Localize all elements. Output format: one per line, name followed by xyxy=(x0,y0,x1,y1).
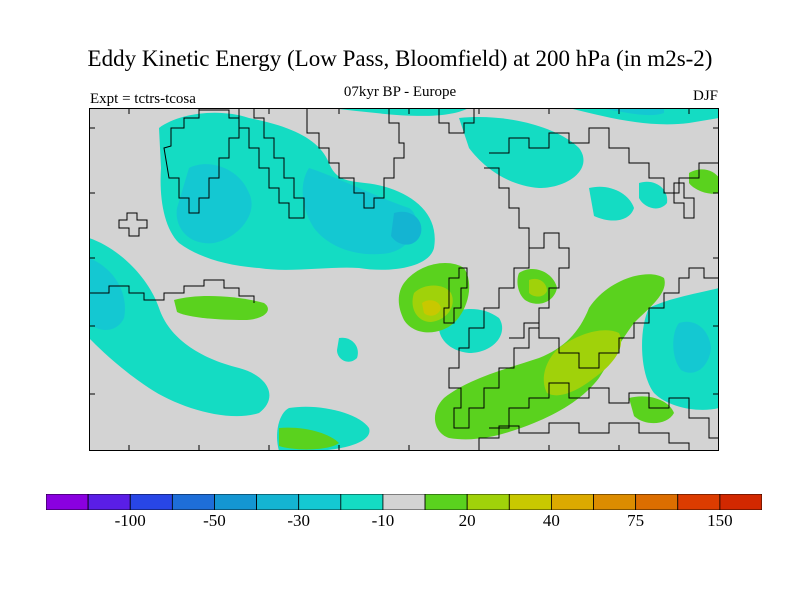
coastline-svalbard xyxy=(306,108,405,209)
map-frame xyxy=(89,108,719,451)
colorbar-swatch xyxy=(719,494,762,510)
anomaly-region xyxy=(589,186,634,221)
coastline-canada xyxy=(89,279,255,303)
chart-title: Eddy Kinetic Energy (Low Pass, Bloomfiel… xyxy=(87,46,713,71)
colorbar-swatch xyxy=(551,494,594,510)
colorbar-swatch xyxy=(508,494,552,510)
colorbar-swatch xyxy=(298,494,342,510)
anomaly-region xyxy=(543,330,622,396)
positive-anomaly-regions xyxy=(174,169,719,450)
anomaly-region xyxy=(279,427,339,450)
anomaly-region xyxy=(337,337,358,362)
coastline-asia-north xyxy=(489,127,719,194)
experiment-label: Expt = tctrs-tcosa xyxy=(90,91,196,107)
anomaly-region xyxy=(529,278,547,297)
negative-anomaly-regions xyxy=(89,108,719,451)
coastline-baltic xyxy=(484,167,530,248)
map-panel xyxy=(89,108,719,451)
colorbar-swatch xyxy=(340,494,384,510)
colorbar-label: 20 xyxy=(458,511,476,530)
colorbar-swatch xyxy=(129,494,173,510)
colorbar-label: 150 xyxy=(707,511,733,530)
colorbar-label: -100 xyxy=(114,511,146,530)
coastline-north-africa xyxy=(478,422,690,451)
anomaly-region xyxy=(174,296,268,320)
coastline-novaya-zemlya xyxy=(438,108,475,134)
anomaly-region xyxy=(89,238,270,417)
anomaly-region xyxy=(599,108,664,116)
anomaly-region xyxy=(629,396,674,424)
coastline-greenland xyxy=(163,109,240,214)
colorbar xyxy=(46,494,762,510)
colorbar-swatch xyxy=(424,494,468,510)
anomaly-region xyxy=(569,108,719,125)
colorbar-swatch xyxy=(214,494,257,510)
season-label: DJF xyxy=(692,88,718,104)
colorbar-label: 75 xyxy=(627,511,645,530)
colorbar-swatch xyxy=(256,494,300,510)
colorbar-swatch xyxy=(635,494,679,510)
anomaly-region xyxy=(329,108,469,116)
anomaly-region xyxy=(302,168,417,255)
colorbar-swatch xyxy=(466,494,510,510)
coastline-europe xyxy=(509,267,719,369)
colorbar-swatch xyxy=(171,494,215,510)
coastline-scandinavia xyxy=(448,232,570,429)
anomaly-region xyxy=(673,321,711,373)
anomaly-region xyxy=(639,181,668,209)
colorbar-label: 40 xyxy=(542,511,560,530)
anomaly-region xyxy=(459,117,584,188)
anomaly-region xyxy=(434,274,665,440)
anomaly-region xyxy=(391,211,422,245)
anomaly-region xyxy=(422,300,441,316)
coastline-mediterranean xyxy=(489,382,719,439)
coastlines xyxy=(89,108,719,451)
anomaly-region xyxy=(89,258,125,330)
colorbar-swatch xyxy=(593,494,637,510)
colorbar-swatch xyxy=(46,494,89,510)
colorbar-label: -10 xyxy=(371,511,395,530)
colorbar-swatch xyxy=(382,494,426,510)
anomaly-region xyxy=(689,169,719,194)
colorbar-label: -30 xyxy=(287,511,311,530)
anomaly-region xyxy=(176,164,252,244)
chart-subtitle: 07kyr BP - Europe xyxy=(343,84,457,100)
colorbar-swatch xyxy=(677,494,721,510)
coastline-britain xyxy=(443,267,468,324)
coastline-iceland xyxy=(118,212,148,237)
coastline-arctic-islands xyxy=(238,108,305,219)
colorbar-swatch xyxy=(87,494,131,510)
coastline-east-islands xyxy=(673,182,695,219)
colorbar-label: -50 xyxy=(203,511,226,530)
